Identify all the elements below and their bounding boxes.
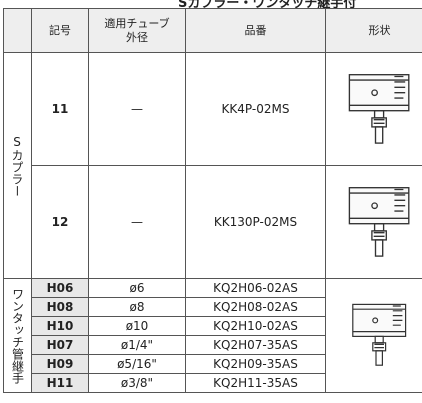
code-cell: H06 (31, 278, 89, 298)
shape-cell (325, 278, 422, 393)
tube-cell: ø3/8" (88, 373, 186, 393)
table-row: 12— KK130P-02MS (4, 165, 422, 279)
table-body: Sカプラー 11— KK4P-02MS 12— KK130P-02MS ワンタッチ管継… (3, 52, 422, 393)
tube-cell: ø5/16" (88, 354, 186, 374)
table-row: ワンタッチ管継手 H06 ø6 KQ2H06-02AS (3, 278, 422, 393)
tube-cell: ø10 (88, 316, 186, 336)
code-cell: H07 (31, 335, 89, 355)
part-cell: KQ2H09-35AS (185, 354, 326, 374)
spec-table: 記号 適用チューブ 外径 品番 形状 Sカプラー 11— KK4P-02MS 12— K… (3, 8, 422, 393)
header-line: 外径 (126, 30, 148, 44)
table-row: H09 ø5/16" KQ2H09-35AS (4, 354, 422, 374)
table-row: H08 ø8 KQ2H08-02AS (4, 297, 422, 317)
header-cell (3, 8, 32, 53)
code-cell: H09 (31, 354, 89, 374)
group-label: ワンタッチ管継手 (3, 278, 32, 393)
code-cell: 11 (31, 52, 89, 166)
part-cell: KK130P-02MS (185, 165, 326, 279)
part-cell: KQ2H07-35AS (185, 335, 326, 355)
part-cell: KQ2H08-02AS (185, 297, 326, 317)
table-row: H11 ø3/8" KQ2H11-35AS (4, 373, 422, 393)
part-cell: KQ2H11-35AS (185, 373, 326, 393)
tube-cell: ø8 (88, 297, 186, 317)
tube-cell: ø1/4" (88, 335, 186, 355)
table-row: Sカプラー 11— KK4P-02MS (3, 52, 422, 279)
part-cell: KQ2H10-02AS (185, 316, 326, 336)
tube-cell: — (88, 165, 186, 279)
shape-cell (325, 52, 422, 166)
header-line: 適用チューブ (104, 16, 170, 30)
part-cell: KQ2H06-02AS (185, 278, 326, 298)
header-cell: 記号 (31, 8, 89, 53)
group-label: Sカプラー (3, 52, 32, 279)
shape-cell (325, 165, 422, 279)
code-cell: H08 (31, 297, 89, 317)
header-cell: 適用チューブ 外径 (88, 8, 186, 53)
table-row: H10 ø10 KQ2H10-02AS (4, 316, 422, 336)
table-row: H07 ø1/4" KQ2H07-35AS (4, 335, 422, 355)
header-row: 記号 適用チューブ 外径 品番 形状 (3, 8, 422, 53)
tube-cell: — (88, 52, 186, 166)
page-title: Sカプラー・ワンタッチ継手付 (178, 0, 357, 11)
tube-cell: ø6 (88, 278, 186, 298)
code-cell: H10 (31, 316, 89, 336)
part-cell: KK4P-02MS (185, 52, 326, 166)
header-cell: 形状 (325, 8, 422, 53)
shape-icon (348, 73, 409, 144)
code-cell: 12 (31, 165, 89, 279)
header-cell: 品番 (185, 8, 326, 53)
shape-icon (348, 186, 409, 257)
shape-icon (351, 303, 406, 366)
code-cell: H11 (31, 373, 89, 393)
